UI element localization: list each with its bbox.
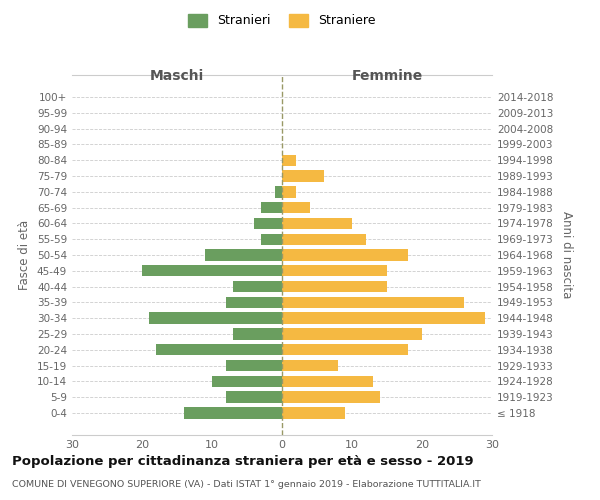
Bar xyxy=(212,376,282,387)
Bar xyxy=(261,234,282,245)
Bar xyxy=(282,281,387,292)
Bar xyxy=(282,360,338,372)
Bar xyxy=(282,170,324,181)
Legend: Stranieri, Straniere: Stranieri, Straniere xyxy=(184,8,380,32)
Bar xyxy=(282,265,387,276)
Bar xyxy=(226,392,282,403)
Text: Femmine: Femmine xyxy=(352,69,422,83)
Bar xyxy=(282,154,296,166)
Bar xyxy=(226,360,282,372)
Bar xyxy=(261,202,282,213)
Bar xyxy=(282,344,408,356)
Bar xyxy=(233,328,282,340)
Bar xyxy=(282,234,366,245)
Text: Maschi: Maschi xyxy=(150,69,204,83)
Bar xyxy=(184,408,282,418)
Y-axis label: Anni di nascita: Anni di nascita xyxy=(560,212,573,298)
Text: COMUNE DI VENEGONO SUPERIORE (VA) - Dati ISTAT 1° gennaio 2019 - Elaborazione TU: COMUNE DI VENEGONO SUPERIORE (VA) - Dati… xyxy=(12,480,481,489)
Bar xyxy=(205,250,282,260)
Bar xyxy=(282,408,345,418)
Text: Popolazione per cittadinanza straniera per età e sesso - 2019: Popolazione per cittadinanza straniera p… xyxy=(12,455,473,468)
Bar xyxy=(282,376,373,387)
Bar xyxy=(282,218,352,229)
Bar xyxy=(142,265,282,276)
Bar xyxy=(275,186,282,198)
Bar xyxy=(149,312,282,324)
Bar xyxy=(282,250,408,260)
Bar xyxy=(282,202,310,213)
Bar xyxy=(282,312,485,324)
Bar xyxy=(282,186,296,198)
Bar xyxy=(226,296,282,308)
Y-axis label: Fasce di età: Fasce di età xyxy=(19,220,31,290)
Bar xyxy=(156,344,282,356)
Bar xyxy=(282,328,422,340)
Bar xyxy=(282,392,380,403)
Bar xyxy=(254,218,282,229)
Bar xyxy=(233,281,282,292)
Bar xyxy=(282,296,464,308)
